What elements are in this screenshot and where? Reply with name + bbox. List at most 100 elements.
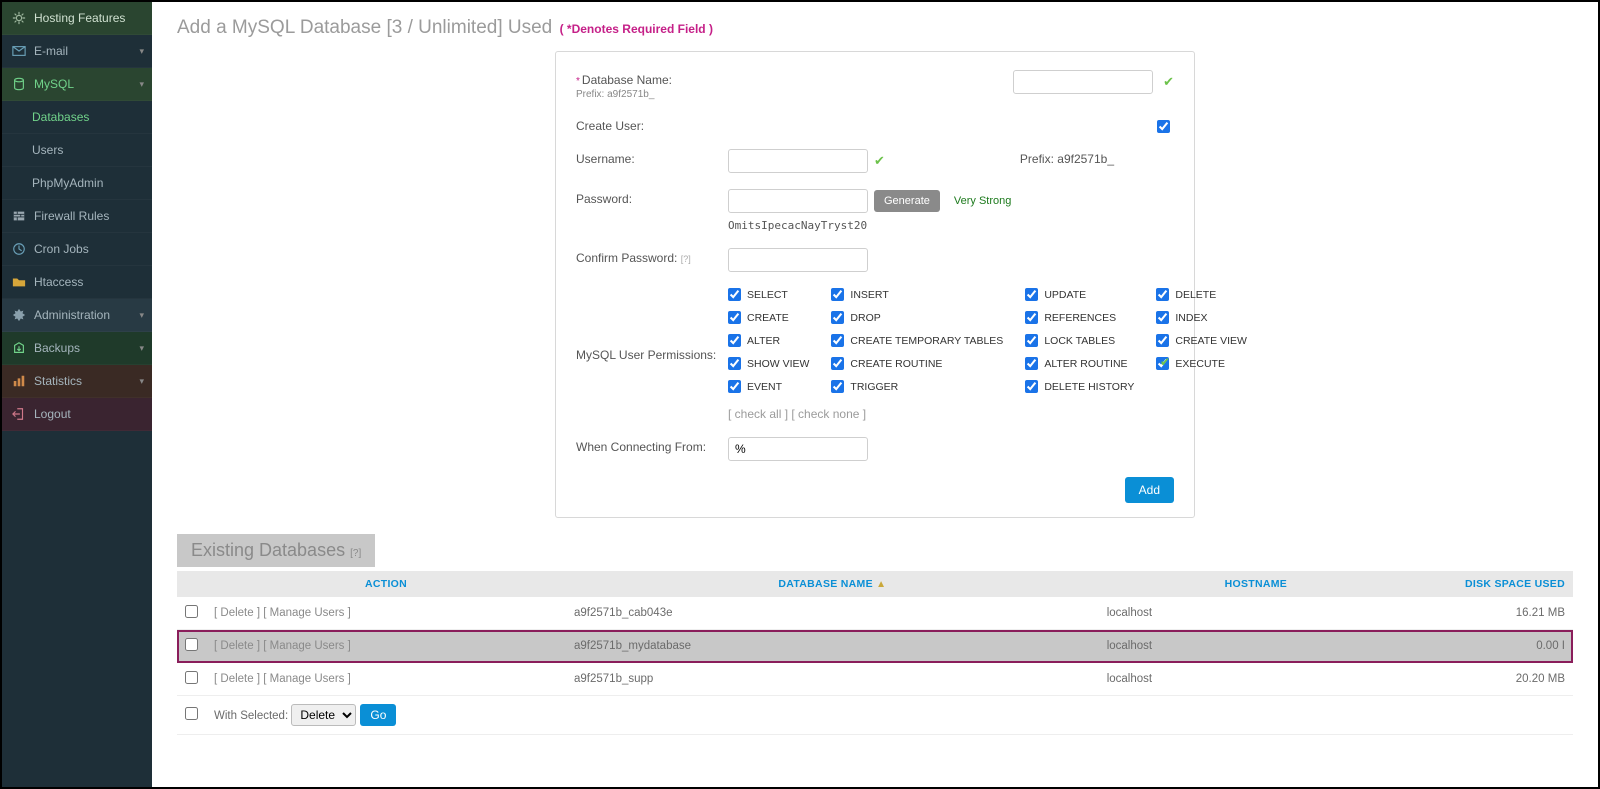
page-header: Add a MySQL Database [3 / Unlimited] Use… bbox=[177, 17, 1573, 39]
sidebar-item-label: Htaccess bbox=[34, 275, 83, 289]
permission-label: UPDATE bbox=[1044, 289, 1086, 301]
permission-checkbox[interactable] bbox=[728, 380, 741, 393]
table-row: [ Delete ] [ Manage Users ]a9f2571b_supp… bbox=[177, 663, 1573, 696]
permission-event[interactable]: EVENT bbox=[728, 380, 809, 393]
row-checkbox[interactable] bbox=[185, 605, 198, 618]
sidebar-item-label: Statistics bbox=[34, 374, 82, 388]
column-hostname[interactable]: HOSTNAME bbox=[1099, 571, 1413, 597]
permission-checkbox[interactable] bbox=[1156, 334, 1169, 347]
permission-show-view[interactable]: SHOW VIEW bbox=[728, 357, 809, 370]
permission-checkbox[interactable] bbox=[728, 334, 741, 347]
permission-create-routine[interactable]: CREATE ROUTINE bbox=[831, 357, 1003, 370]
database-name-input[interactable] bbox=[1013, 70, 1153, 94]
row-checkbox[interactable] bbox=[185, 671, 198, 684]
permission-checkbox[interactable] bbox=[831, 334, 844, 347]
permission-checkbox[interactable] bbox=[728, 311, 741, 324]
sidebar-item-hosting-features[interactable]: Hosting Features bbox=[2, 2, 152, 35]
sidebar-item-administration[interactable]: Administration▾ bbox=[2, 299, 152, 332]
permission-trigger[interactable]: TRIGGER bbox=[831, 380, 1003, 393]
valid-icon: ✔ bbox=[1160, 355, 1170, 369]
permission-references[interactable]: REFERENCES bbox=[1025, 311, 1134, 324]
add-button[interactable]: Add bbox=[1125, 477, 1174, 503]
permission-checkbox[interactable] bbox=[831, 288, 844, 301]
delete-link[interactable]: [ Delete ] bbox=[214, 673, 260, 685]
permission-alter-routine[interactable]: ALTER ROUTINE bbox=[1025, 357, 1134, 370]
permission-index[interactable]: INDEX bbox=[1156, 311, 1247, 324]
permission-checkbox[interactable] bbox=[1156, 288, 1169, 301]
sidebar-item-mysql[interactable]: MySQL▾ bbox=[2, 68, 152, 101]
bulk-action-select[interactable]: Delete bbox=[291, 704, 356, 726]
permission-label: ALTER ROUTINE bbox=[1044, 358, 1127, 370]
password-strength: Very Strong bbox=[954, 195, 1011, 208]
cell-database-name: a9f2571b_cab043e bbox=[566, 597, 1099, 630]
sidebar-item-label: Cron Jobs bbox=[34, 242, 89, 256]
confirm-password-input[interactable] bbox=[728, 248, 868, 272]
sidebar-item-htaccess[interactable]: Htaccess bbox=[2, 266, 152, 299]
permission-checkbox[interactable] bbox=[831, 380, 844, 393]
delete-link[interactable]: [ Delete ] bbox=[214, 607, 260, 619]
sidebar-item-statistics[interactable]: Statistics▾ bbox=[2, 365, 152, 398]
permission-checkbox[interactable] bbox=[1025, 334, 1038, 347]
permission-label: EXECUTE bbox=[1175, 358, 1225, 370]
permission-alter[interactable]: ALTER bbox=[728, 334, 809, 347]
manage-users-link[interactable]: [ Manage Users ] bbox=[263, 640, 351, 652]
mail-icon bbox=[12, 44, 26, 58]
connect-from-input[interactable] bbox=[728, 437, 868, 461]
permission-label: EVENT bbox=[747, 381, 782, 393]
sidebar-item-cron-jobs[interactable]: Cron Jobs bbox=[2, 233, 152, 266]
permission-checkbox[interactable] bbox=[1025, 311, 1038, 324]
sidebar-item-label: Users bbox=[32, 143, 63, 157]
column-database-name[interactable]: DATABASE NAME ▲ bbox=[566, 571, 1099, 597]
folder-icon bbox=[12, 275, 26, 289]
sidebar-subitem-users[interactable]: Users bbox=[2, 134, 152, 167]
permission-checkbox[interactable] bbox=[1025, 357, 1038, 370]
sidebar-subitem-phpmyadmin[interactable]: PhpMyAdmin bbox=[2, 167, 152, 200]
valid-icon: ✔ bbox=[1163, 74, 1174, 90]
permission-select[interactable]: SELECT bbox=[728, 288, 809, 301]
sidebar-item-e-mail[interactable]: E-mail▾ bbox=[2, 35, 152, 68]
chevron-down-icon: ▾ bbox=[139, 310, 144, 321]
check-none-link[interactable]: [ check none ] bbox=[791, 407, 866, 421]
permission-update[interactable]: UPDATE bbox=[1025, 288, 1134, 301]
sidebar-subitem-databases[interactable]: Databases bbox=[2, 101, 152, 134]
sidebar-item-label: PhpMyAdmin bbox=[32, 176, 103, 190]
sidebar-item-backups[interactable]: Backups▾ bbox=[2, 332, 152, 365]
permission-create[interactable]: CREATE bbox=[728, 311, 809, 324]
sidebar-item-logout[interactable]: Logout bbox=[2, 398, 152, 431]
sidebar-item-firewall-rules[interactable]: Firewall Rules bbox=[2, 200, 152, 233]
column-action[interactable]: ACTION bbox=[206, 571, 566, 597]
permission-checkbox[interactable] bbox=[728, 357, 741, 370]
sidebar: Hosting FeaturesE-mail▾MySQL▾Databases Us… bbox=[2, 2, 152, 787]
permission-create-temporary-tables[interactable]: CREATE TEMPORARY TABLES bbox=[831, 334, 1003, 347]
permission-label: INDEX bbox=[1175, 312, 1207, 324]
manage-users-link[interactable]: [ Manage Users ] bbox=[263, 607, 351, 619]
check-all-link[interactable]: [ check all ] bbox=[728, 407, 788, 421]
permission-checkbox[interactable] bbox=[1025, 288, 1038, 301]
password-input[interactable] bbox=[728, 189, 868, 213]
chevron-down-icon: ▾ bbox=[139, 79, 144, 90]
generate-button[interactable]: Generate bbox=[874, 190, 940, 212]
permission-delete[interactable]: DELETE bbox=[1156, 288, 1247, 301]
go-button[interactable]: Go bbox=[360, 704, 396, 726]
permission-checkbox[interactable] bbox=[831, 357, 844, 370]
database-name-label: *Database Name: Prefix: a9f2571b_ bbox=[576, 70, 728, 100]
delete-link[interactable]: [ Delete ] bbox=[214, 640, 260, 652]
permission-insert[interactable]: INSERT bbox=[831, 288, 1003, 301]
create-user-checkbox[interactable] bbox=[1157, 120, 1170, 133]
select-all-checkbox[interactable] bbox=[185, 707, 198, 720]
row-checkbox[interactable] bbox=[185, 638, 198, 651]
column-disk-space[interactable]: DISK SPACE USED bbox=[1413, 571, 1573, 597]
permission-create-view[interactable]: CREATE VIEW bbox=[1156, 334, 1247, 347]
username-input[interactable] bbox=[728, 149, 868, 173]
permission-lock-tables[interactable]: LOCK TABLES bbox=[1025, 334, 1134, 347]
permission-delete-history[interactable]: DELETE HISTORY bbox=[1025, 380, 1134, 393]
permission-checkbox[interactable] bbox=[1156, 311, 1169, 324]
permission-checkbox[interactable] bbox=[728, 288, 741, 301]
manage-users-link[interactable]: [ Manage Users ] bbox=[263, 673, 351, 685]
permission-checkbox[interactable] bbox=[831, 311, 844, 324]
confirm-password-label: Confirm Password: [?] bbox=[576, 248, 728, 265]
permission-checkbox[interactable] bbox=[1025, 380, 1038, 393]
permission-drop[interactable]: DROP bbox=[831, 311, 1003, 324]
permission-label: DELETE HISTORY bbox=[1044, 381, 1134, 393]
gear-icon bbox=[12, 11, 26, 25]
